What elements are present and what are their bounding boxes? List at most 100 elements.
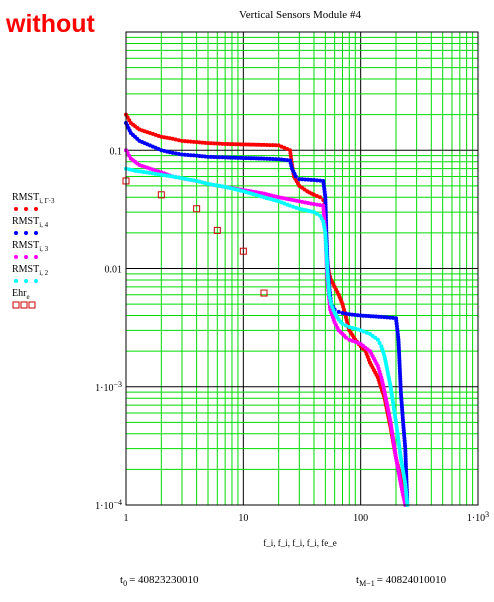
data-point xyxy=(273,143,278,148)
data-point xyxy=(377,340,382,345)
data-point xyxy=(318,203,323,208)
legend-label: RMSTi, 4 xyxy=(12,216,49,229)
data-point xyxy=(317,195,322,200)
data-point xyxy=(288,154,293,159)
x-tick-label: 1 xyxy=(124,513,129,524)
data-point xyxy=(130,168,135,173)
data-point xyxy=(173,137,178,142)
data-point xyxy=(350,325,355,330)
data-point xyxy=(343,323,348,328)
legend: RMSTi, Γ·3 RMSTi, 4 RMSTi, 3 RMSTi, 2 Ehre xyxy=(12,192,55,309)
data-point xyxy=(220,155,225,160)
data-point xyxy=(191,153,196,158)
legend-marker xyxy=(14,279,18,283)
data-point xyxy=(176,151,181,156)
y-tick-label: 0.01 xyxy=(105,265,123,276)
data-point xyxy=(315,178,320,183)
legend-entry: RMSTi, Γ·3 xyxy=(12,192,55,211)
tM-value: = 40824010010 xyxy=(377,574,447,586)
legend-marker xyxy=(12,301,20,309)
data-point xyxy=(327,295,332,300)
data-point xyxy=(208,141,213,146)
data-point xyxy=(206,141,211,146)
tM-annotation: tM−1 = 40824010010 xyxy=(356,574,447,588)
data-point xyxy=(391,315,396,320)
data-point xyxy=(191,139,196,144)
data-point xyxy=(382,315,387,320)
data-point xyxy=(179,152,184,157)
data-point xyxy=(211,141,216,146)
data-point xyxy=(293,174,298,179)
data-point xyxy=(340,311,345,316)
data-point xyxy=(264,156,269,161)
data-point xyxy=(270,143,275,148)
data-point xyxy=(328,298,333,303)
data-point xyxy=(127,167,132,172)
data-point xyxy=(361,329,366,334)
data-point xyxy=(385,315,390,320)
data-point xyxy=(358,328,363,333)
legend-marker xyxy=(34,279,38,283)
data-point xyxy=(173,175,178,180)
y-tick-label: 0.1 xyxy=(110,146,123,157)
data-point xyxy=(208,154,213,159)
tick-labels: 1 10 100 1·103 0.1 0.01 1·10−3 1·10−4 xyxy=(95,146,489,524)
legend-marker xyxy=(20,301,28,309)
data-point xyxy=(297,177,302,182)
data-point xyxy=(194,140,199,145)
data-point xyxy=(214,141,219,146)
data-point xyxy=(327,292,332,297)
data-point xyxy=(188,153,193,158)
legend-label: RMSTi, 2 xyxy=(12,264,49,277)
data-point xyxy=(300,177,305,182)
data-point xyxy=(260,289,268,297)
data-point xyxy=(211,155,216,160)
data-point xyxy=(267,156,272,161)
data-point xyxy=(317,213,322,218)
series-rmst-i-2 xyxy=(124,166,410,507)
data-point xyxy=(318,178,323,183)
grid xyxy=(125,32,478,506)
data-point xyxy=(340,321,345,326)
x-axis-label: f_i, f_i, f_i, f_i, fe_e xyxy=(263,538,336,548)
data-point xyxy=(173,151,178,156)
t0-annotation: t0 = 40823230010 xyxy=(120,574,199,588)
x-tick-label: 100 xyxy=(353,513,368,524)
legend-marker xyxy=(14,255,18,259)
data-point xyxy=(270,156,275,161)
y-tick-label: 1·10−3 xyxy=(95,380,122,394)
data-point xyxy=(379,314,384,319)
data-point xyxy=(314,194,319,199)
chart-title: Vertical Sensors Module #4 xyxy=(239,9,361,21)
data-point xyxy=(185,152,190,157)
data-point xyxy=(217,155,222,160)
y-tick-label: 1·10−4 xyxy=(95,498,122,512)
legend-marker xyxy=(14,207,18,211)
data-point xyxy=(344,335,349,340)
data-point xyxy=(388,315,393,320)
plot-frame xyxy=(125,31,479,506)
legend-marker xyxy=(24,207,28,211)
data-point xyxy=(288,148,293,153)
legend-marker xyxy=(28,301,36,309)
data-point xyxy=(261,142,266,147)
tM-subscript: M−1 xyxy=(359,579,375,588)
series-ehr-e xyxy=(122,177,268,297)
t0-label: t xyxy=(120,574,123,586)
data-point xyxy=(182,139,187,144)
series-rmst-i-3 xyxy=(124,148,408,507)
legend-label: RMSTi, 3 xyxy=(12,240,49,253)
data-point xyxy=(336,309,341,314)
data-point xyxy=(311,192,316,197)
data-point xyxy=(197,140,202,145)
data-point xyxy=(214,155,219,160)
data-point xyxy=(267,143,272,148)
data-point xyxy=(206,154,211,159)
data-point xyxy=(311,202,316,207)
x-tick-label: 10 xyxy=(238,513,248,524)
data-point xyxy=(347,325,352,330)
data-point xyxy=(273,157,278,162)
legend-marker xyxy=(24,279,28,283)
legend-marker xyxy=(34,255,38,259)
footer: t0 = 40823230010 tM−1 = 40824010010 xyxy=(120,574,447,588)
